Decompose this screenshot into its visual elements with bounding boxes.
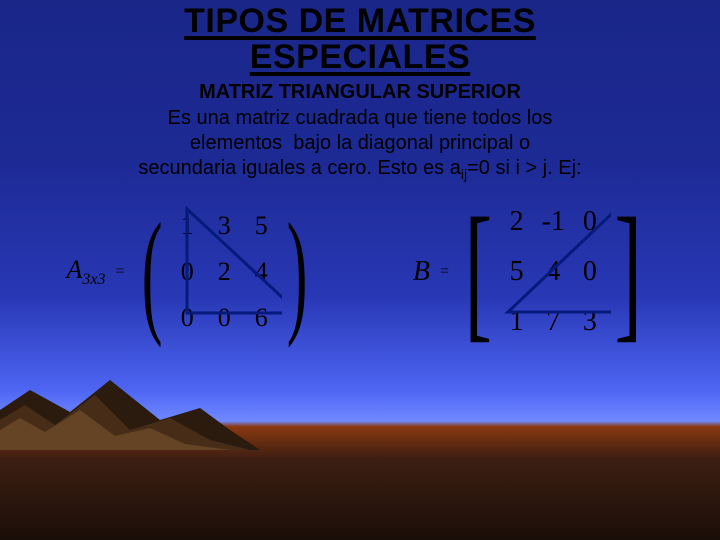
matrix-a-label: A3x3 <box>67 255 106 289</box>
mountains-decoration <box>0 370 720 440</box>
matrix-b-grid: 2 -1 0 540 173 <box>504 202 603 342</box>
matrix-cell: 0 <box>583 256 597 288</box>
matrix-cell: 3 <box>218 211 231 241</box>
matrix-cell: 1 <box>510 306 524 338</box>
matrix-b-label: B <box>413 256 430 288</box>
matrix-cell: 0 <box>181 257 194 287</box>
matrix-cell: 0 <box>218 303 231 333</box>
matrix-a-right-bracket: ) <box>286 216 307 327</box>
matrix-cell: 0 <box>583 206 597 238</box>
title-line-1: TIPOS DE MATRICES <box>184 2 536 40</box>
matrix-cell: -1 <box>542 206 565 238</box>
matrix-cell: 1 <box>181 211 194 241</box>
matrix-cell: 0 <box>181 303 194 333</box>
matrix-cell: 2 <box>218 257 231 287</box>
matrix-b-equals: = <box>440 263 449 281</box>
matrix-cell: 2 <box>510 206 524 238</box>
slide-description: Es una matriz cuadrada que tiene todos l… <box>60 106 660 184</box>
matrix-cell: 3 <box>583 306 597 338</box>
matrices-row: A3x3 = ( 135024006 ) B = [ 2-10540173 ] <box>0 202 720 342</box>
matrix-b-block: B = [ 2 -1 0 540 173 ] <box>413 202 654 342</box>
matrix-a-block: A3x3 = ( 135024006 ) <box>67 207 320 337</box>
matrix-a-equals: = <box>116 263 125 281</box>
matrix-cell: 7 <box>542 306 565 338</box>
matrix-cell: 5 <box>255 211 268 241</box>
matrix-a-label-sub: 3x3 <box>82 271 105 288</box>
matrix-cell: 6 <box>255 303 268 333</box>
matrix-b-left-bracket: [ <box>464 215 492 329</box>
matrix-cell: 5 <box>510 256 524 288</box>
matrix-b-right-bracket: ] <box>614 215 642 329</box>
matrix-cell: 4 <box>542 256 565 288</box>
title-line-2: ESPECIALES <box>250 38 470 76</box>
matrix-a-left-bracket: ( <box>141 216 162 327</box>
slide-title: TIPOS DE MATRICES ESPECIALES <box>0 0 720 75</box>
matrix-a-grid: 135024006 <box>175 207 274 337</box>
matrix-cell: 4 <box>255 257 268 287</box>
matrix-a-label-letter: A <box>67 255 83 284</box>
slide-subtitle: MATRIZ TRIANGULAR SUPERIOR <box>0 81 720 104</box>
